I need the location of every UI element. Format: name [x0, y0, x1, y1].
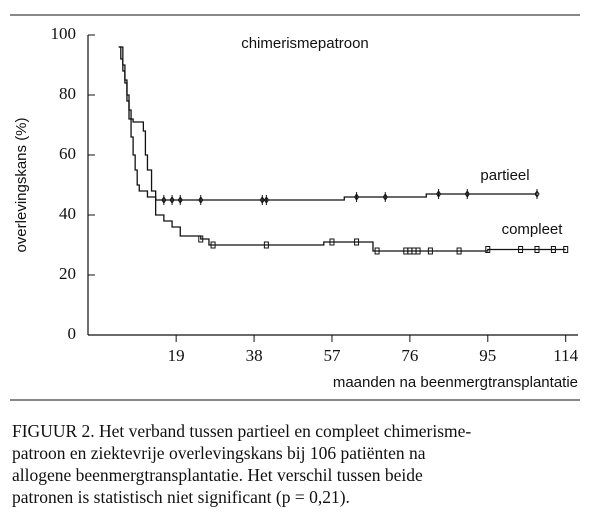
censor-mark — [161, 195, 167, 205]
censor-mark — [382, 192, 388, 202]
censor-mark — [259, 195, 265, 205]
censor-mark — [427, 247, 433, 255]
censor-mark — [210, 241, 216, 249]
y-tick-label: 40 — [59, 204, 76, 223]
series-label: partieel — [480, 167, 529, 184]
censor-mark — [518, 246, 524, 253]
censor-mark — [464, 189, 470, 199]
caption-line: allogene beenmergtransplantatie. Het ver… — [12, 465, 423, 485]
y-tick-label: 60 — [59, 144, 76, 163]
survival-line — [118, 46, 537, 201]
censor-mark — [353, 192, 360, 202]
censor-mark — [435, 189, 442, 199]
censor-mark — [354, 238, 360, 246]
censor-mark — [263, 195, 269, 205]
series-label: compleet — [502, 221, 564, 238]
censor-mark — [263, 241, 269, 249]
censor-mark — [415, 247, 421, 255]
censor-mark — [198, 235, 204, 243]
survival-line — [118, 46, 566, 252]
y-axis-label: overlevingskans (%) — [13, 117, 30, 252]
caption-line: patronen is statistisch niet significant… — [12, 487, 350, 507]
x-tick-label: 19 — [168, 346, 185, 365]
x-tick-label: 76 — [401, 346, 418, 365]
censor-mark — [534, 246, 540, 253]
censor-mark — [169, 195, 175, 205]
censor-mark — [177, 195, 183, 205]
censor-mark — [550, 246, 556, 253]
annotation: chimerismepatroon — [241, 35, 369, 52]
censor-mark — [456, 247, 462, 255]
y-tick-label: 20 — [59, 264, 76, 283]
censor-mark — [198, 195, 204, 205]
censor-mark — [563, 246, 569, 253]
x-tick-label: 38 — [246, 346, 263, 365]
x-axis-label: maanden na beenmergtransplantatie — [333, 374, 578, 391]
caption-line: patroon en ziektevrije overlevingskans b… — [12, 443, 426, 463]
y-tick-label: 0 — [68, 324, 77, 343]
caption-line: FIGUUR 2. Het verband tussen partieel en… — [12, 421, 471, 441]
censor-mark — [374, 247, 380, 255]
x-tick-label: 114 — [553, 346, 578, 365]
y-tick-label: 80 — [59, 84, 76, 103]
x-tick-label: 95 — [479, 346, 496, 365]
x-tick-label: 57 — [323, 346, 341, 365]
y-tick-label: 100 — [51, 24, 77, 43]
censor-mark — [329, 238, 335, 246]
censor-mark — [485, 246, 491, 253]
censor-mark — [534, 189, 540, 199]
